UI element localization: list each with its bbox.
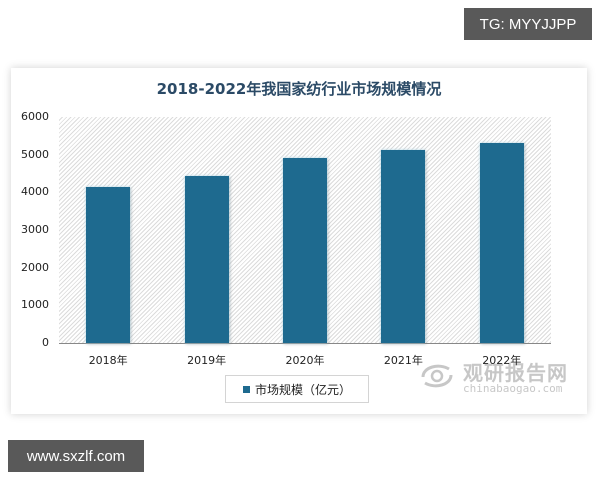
y-tick-label: 4000 — [21, 185, 49, 199]
y-tick-label: 1000 — [21, 298, 49, 312]
chart-card: 2018-2022年我国家纺行业市场规模情况 市场规模（亿元） 观研报告网 ch… — [11, 68, 587, 414]
y-tick-label: 6000 — [21, 110, 49, 123]
bar-2018年 — [86, 187, 131, 343]
bar-2019年 — [184, 176, 229, 343]
bar-2020年 — [283, 158, 327, 343]
x-tick-label: 2022年 — [482, 354, 522, 367]
top-right-tag: TG: MYYJJPP — [464, 8, 592, 40]
bar-2022年 — [479, 143, 524, 343]
watermark-cn: 观研报告网 — [463, 361, 568, 385]
legend: 市场规模（亿元） — [225, 375, 369, 403]
y-tick-label: 2000 — [21, 260, 49, 274]
x-axis-line — [59, 343, 551, 344]
bar-2021年 — [381, 150, 426, 343]
legend-swatch-icon — [242, 385, 250, 393]
watermark-en: chinabaogao.com — [463, 382, 563, 395]
chart-title: 2018-2022年我国家纺行业市场规模情况 — [156, 80, 442, 98]
bottom-left-tag: www.sxzlf.com — [8, 440, 144, 472]
x-tick-label: 2019年 — [187, 354, 227, 367]
watermark-logo-icon — [421, 364, 453, 388]
y-tick-label: 5000 — [21, 147, 49, 161]
legend-label: 市场规模（亿元） — [254, 382, 351, 397]
y-tick-label: 3000 — [21, 223, 49, 236]
x-tick-label: 2021年 — [383, 354, 423, 367]
y-tick-label: 0 — [42, 336, 49, 349]
watermark: 观研报告网 chinabaogao.com — [415, 357, 585, 399]
x-tick-label: 2020年 — [285, 354, 325, 367]
x-tick-label: 2018年 — [88, 354, 128, 367]
